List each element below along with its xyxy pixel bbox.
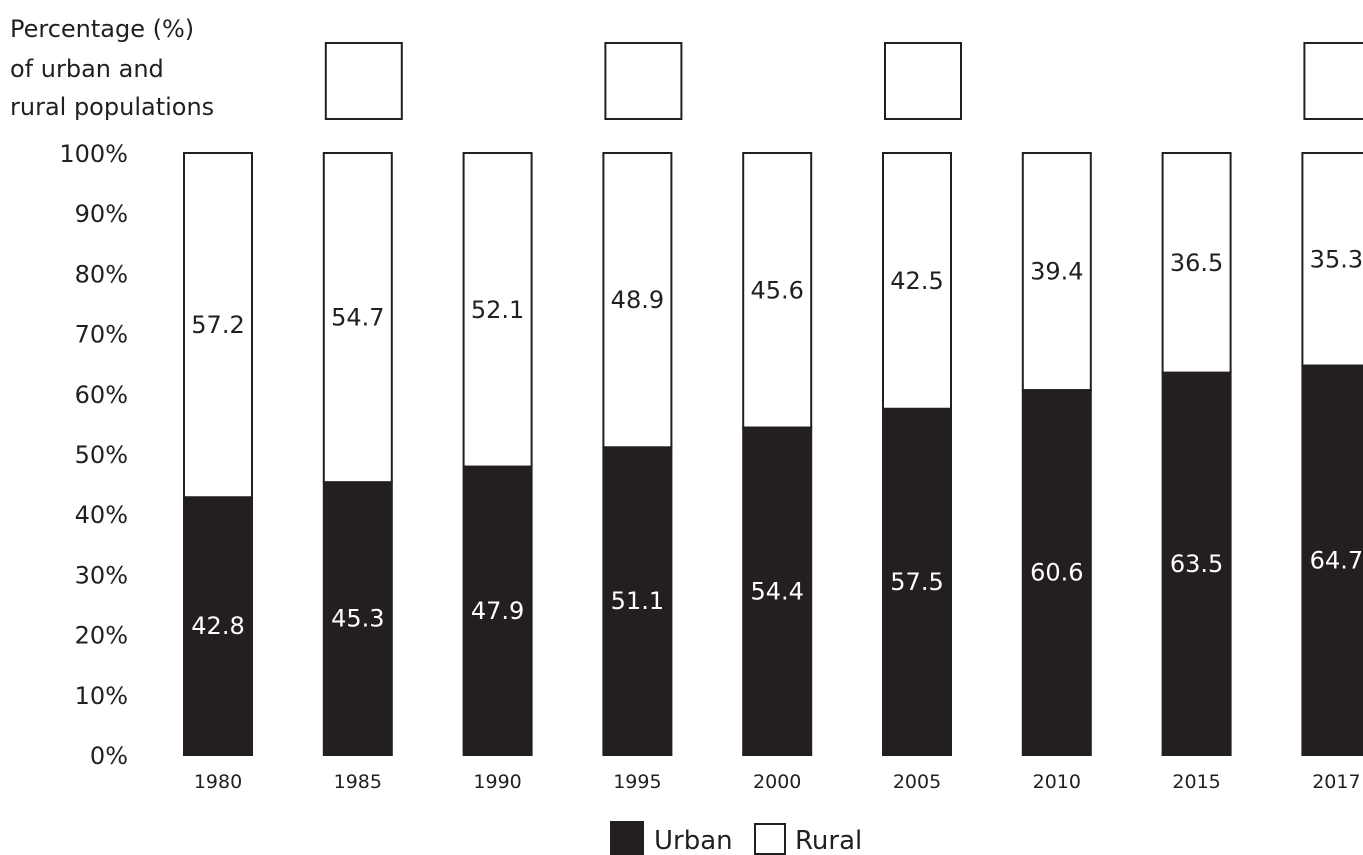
y-tick-label: 50% (75, 441, 128, 469)
y-tick-label: 100% (59, 140, 128, 168)
y-tick-label: 90% (75, 200, 128, 228)
y-tick-label: 70% (75, 321, 128, 349)
y-tick-label: 30% (75, 561, 128, 589)
decorative-boxes (324, 42, 1363, 120)
data-label-rural: 39.4 (1030, 258, 1083, 286)
legend: Urban Rural (610, 821, 862, 855)
bar-rural (183, 152, 253, 499)
bars: 57.2 42.8 54.7 45.3 52.1 47.9 48.9 51.1 45.6 54.4… (183, 152, 1363, 756)
data-label-rural: 57.2 (191, 311, 244, 339)
empty-box (884, 42, 962, 120)
data-label-urban: 54.4 (750, 577, 803, 605)
data-label-urban: 42.8 (191, 612, 244, 640)
data-label-rural: 52.1 (471, 296, 524, 324)
legend-swatch-urban (610, 821, 644, 855)
y-tick-label: 10% (75, 682, 128, 710)
legend-label-rural: Rural (795, 826, 862, 855)
x-tick-label: 2010 (1033, 771, 1081, 793)
y-axis-title: Percentage (%) of urban and rural populati… (10, 15, 214, 121)
empty-box (324, 42, 403, 120)
x-axis-ticks: 1980 1985 1990 1995 2000 2005 2010 2015 2017 (194, 771, 1361, 793)
bar-rural (322, 152, 393, 484)
bar-urban (1161, 371, 1232, 756)
empty-box (604, 42, 683, 120)
x-tick-label: 1990 (473, 771, 521, 793)
bar-urban (462, 465, 533, 756)
bar-urban (183, 496, 253, 756)
bar-urban (1301, 364, 1363, 756)
data-label-urban: 57.5 (890, 568, 943, 596)
y-tick-label: 40% (75, 501, 128, 529)
bar-urban (742, 426, 813, 756)
data-label-urban: 45.3 (331, 605, 384, 633)
x-tick-label: 1985 (334, 771, 382, 793)
x-tick-label: 1995 (613, 771, 661, 793)
x-tick-label: 2015 (1172, 771, 1220, 793)
data-label-urban: 60.6 (1030, 559, 1083, 587)
data-label-rural: 45.6 (750, 276, 803, 304)
data-label-rural: 42.5 (890, 267, 943, 295)
empty-box (1303, 42, 1363, 120)
y-axis-ticks: 0% 10% 20% 30% 40% 50% 60% 70% 80% 90% 100% (59, 140, 128, 770)
data-label-urban: 47.9 (471, 597, 524, 625)
legend-label-urban: Urban (654, 826, 733, 855)
bar-urban (322, 481, 393, 756)
x-tick-label: 1980 (194, 771, 242, 793)
y-axis-title-line: of urban and (10, 55, 164, 83)
y-axis-title-line: rural populations (10, 93, 214, 121)
y-tick-label: 0% (90, 742, 128, 770)
legend-swatch-rural (754, 823, 786, 855)
data-label-rural: 36.5 (1170, 249, 1223, 277)
x-tick-label: 2005 (893, 771, 941, 793)
bar-urban (602, 446, 673, 756)
data-label-urban: 51.1 (611, 587, 664, 615)
x-tick-label: 2017 (1312, 771, 1360, 793)
y-axis-title-line: Percentage (%) (10, 15, 194, 43)
data-label-rural: 35.3 (1310, 245, 1363, 273)
y-tick-label: 20% (75, 622, 128, 650)
x-tick-label: 2000 (753, 771, 801, 793)
bar-rural (1301, 152, 1363, 367)
data-label-urban: 63.5 (1170, 550, 1223, 578)
bar-rural (882, 152, 952, 410)
data-label-urban: 64.7 (1310, 546, 1363, 574)
y-tick-label: 80% (75, 260, 128, 288)
data-label-rural: 54.7 (331, 304, 384, 332)
bar-urban (882, 407, 952, 756)
bar-urban (1021, 389, 1092, 756)
data-label-rural: 48.9 (611, 286, 664, 314)
y-tick-label: 60% (75, 381, 128, 409)
